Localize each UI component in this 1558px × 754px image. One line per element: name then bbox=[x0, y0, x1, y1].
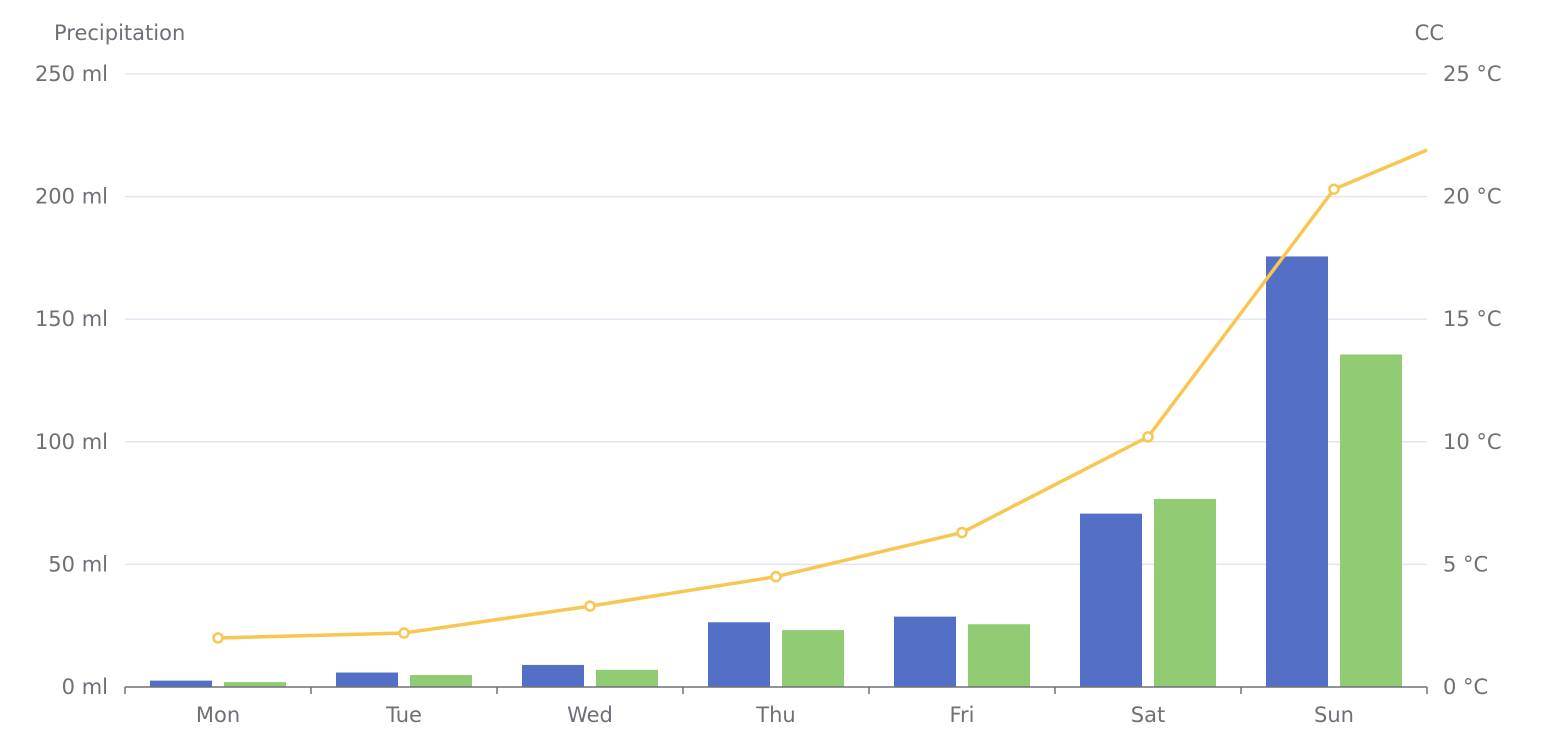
bar-tue-1[interactable] bbox=[336, 672, 398, 687]
line-point-mon[interactable] bbox=[212, 632, 224, 644]
bar-sun-1[interactable] bbox=[1266, 256, 1328, 687]
bar-wed-1[interactable] bbox=[522, 664, 584, 687]
right-tick-label: 10 °C bbox=[1443, 430, 1502, 454]
left-tick-label: 250 ml bbox=[35, 62, 108, 86]
line-point-tue[interactable] bbox=[398, 627, 410, 639]
right-axis-title: CC bbox=[1415, 21, 1444, 45]
y-axis-right-labels: 0 °C 5 °C 10 °C 15 °C 20 °C 25 °C bbox=[1443, 62, 1502, 699]
grid-lines bbox=[125, 73, 1427, 566]
right-tick-label: 5 °C bbox=[1443, 552, 1488, 576]
bar-thu-1[interactable] bbox=[708, 622, 770, 687]
right-tick-label: 25 °C bbox=[1443, 62, 1502, 86]
bars bbox=[150, 256, 1402, 687]
bar-tue-2[interactable] bbox=[410, 674, 472, 687]
left-axis-title: Precipitation bbox=[54, 21, 185, 45]
x-tick-label: Fri bbox=[949, 703, 974, 727]
left-tick-label: 150 ml bbox=[35, 307, 108, 331]
bar-wed-2[interactable] bbox=[596, 669, 658, 687]
left-tick-label: 50 ml bbox=[48, 552, 108, 576]
left-tick-label: 0 ml bbox=[62, 675, 108, 699]
bar-fri-2[interactable] bbox=[968, 624, 1030, 687]
y-axis-left-labels: 0 ml 50 ml 100 ml 150 ml 200 ml 250 ml bbox=[35, 62, 108, 699]
line-point-thu[interactable] bbox=[770, 570, 782, 583]
x-axis: Mon Tue Wed Thu Fri Sat Sun bbox=[124, 686, 1428, 727]
line-point-fri[interactable] bbox=[956, 526, 968, 539]
bar-sat-2[interactable] bbox=[1154, 498, 1216, 687]
x-tick-label: Sat bbox=[1131, 703, 1165, 727]
bar-fri-1[interactable] bbox=[894, 616, 956, 687]
x-tick-label: Wed bbox=[567, 703, 613, 727]
bar-thu-2[interactable] bbox=[782, 630, 844, 687]
bar-mon-2[interactable] bbox=[224, 682, 286, 687]
line-path bbox=[217, 148, 1428, 640]
right-tick-label: 20 °C bbox=[1443, 185, 1502, 209]
x-tick-label: Thu bbox=[755, 703, 795, 727]
x-tick-label: Tue bbox=[385, 703, 422, 727]
line-point-wed[interactable] bbox=[584, 600, 596, 612]
bar-mon-1[interactable] bbox=[150, 680, 212, 687]
line-series bbox=[212, 148, 1428, 644]
line-point-sat[interactable] bbox=[1142, 431, 1154, 443]
bar-sat-1[interactable] bbox=[1080, 513, 1142, 687]
x-tick-label: Mon bbox=[196, 703, 240, 727]
right-tick-label: 0 °C bbox=[1443, 675, 1488, 699]
bar-sun-2[interactable] bbox=[1340, 354, 1402, 687]
right-tick-label: 15 °C bbox=[1443, 307, 1502, 331]
left-tick-label: 200 ml bbox=[35, 185, 108, 209]
x-tick-label: Sun bbox=[1314, 703, 1354, 727]
line-point-sun[interactable] bbox=[1328, 183, 1340, 195]
left-tick-label: 100 ml bbox=[35, 430, 108, 454]
